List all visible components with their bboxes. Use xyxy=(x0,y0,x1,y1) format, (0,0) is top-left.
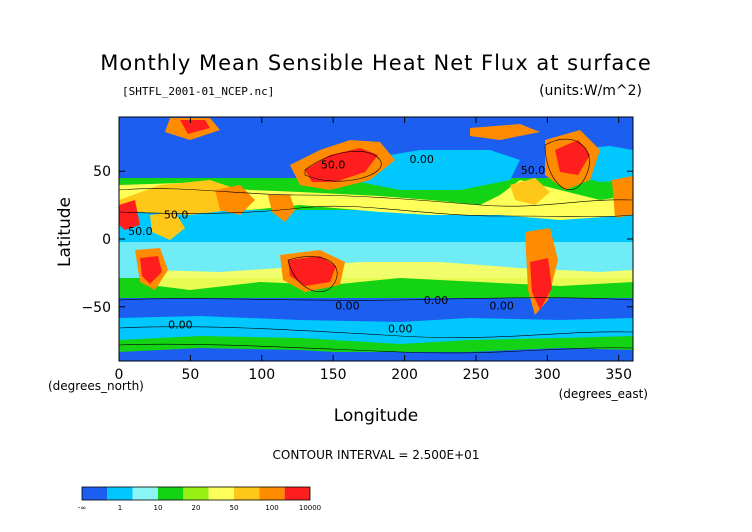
south-america-hot xyxy=(530,258,552,310)
colorbar-label: 1 xyxy=(118,504,122,512)
arctic-warm-streak xyxy=(470,124,540,140)
colorbar-label: 100 xyxy=(265,504,278,512)
contour-value-label: 0.00 xyxy=(388,323,413,336)
contour-value-label: 50.0 xyxy=(164,209,189,222)
north-subtropic-yellow xyxy=(119,180,633,220)
contour-value-label: 50.0 xyxy=(521,164,546,177)
y-axis-ticks: −50 0 50 xyxy=(81,164,633,316)
colorbar-swatch xyxy=(259,487,285,500)
contour-value-label: 50.0 xyxy=(321,159,346,172)
west-atlantic-warm xyxy=(612,176,633,218)
south-africa-hot xyxy=(140,256,162,284)
colorbar: -∞ 1 10 20 50 100 10000 xyxy=(78,486,321,512)
chart-title: Monthly Mean Sensible Heat Net Flux at s… xyxy=(100,51,652,75)
europe-hot xyxy=(180,120,210,134)
contour-value-label: 0.00 xyxy=(335,299,360,312)
colorbar-label: -∞ xyxy=(78,504,86,512)
arabia-warm xyxy=(215,185,255,215)
contour-lines xyxy=(119,138,633,354)
x-tick-label: 100 xyxy=(248,367,275,383)
colorbar-swatch xyxy=(82,487,108,500)
colorbar-label: 20 xyxy=(192,504,201,512)
central-africa-warm xyxy=(150,212,185,240)
contour-value-label: 50.0 xyxy=(128,225,153,238)
y-axis-units: (degrees_north) xyxy=(48,379,144,393)
x-tick-label: 250 xyxy=(463,367,490,383)
colorbar-frame xyxy=(81,486,311,501)
source-file-label: [SHTFL_2001-01_NCEP.nc] xyxy=(122,85,274,98)
asia-hot-core xyxy=(305,148,378,182)
contour-interval-note: CONTOUR INTERVAL = 2.500E+01 xyxy=(273,448,480,462)
x-tick-label: 150 xyxy=(320,367,347,383)
x-tick-label: 50 xyxy=(181,367,199,383)
heat-flux-field xyxy=(119,118,633,361)
contour-value-label: 0.00 xyxy=(489,299,514,312)
units-label: (units:W/m^2) xyxy=(539,83,642,99)
antarctica-blue xyxy=(119,352,633,361)
x-tick-label: 0 xyxy=(115,367,124,383)
y-axis-label: Latitude xyxy=(55,197,75,267)
y-tick-label: 0 xyxy=(102,232,111,248)
contour-value-label: 0.00 xyxy=(409,153,434,166)
colorbar-swatch xyxy=(234,487,260,500)
contour-label-layer: 50.0 50.0 50.0 50.0 0.00 0.00 0.00 0.00 0.00 0.00 xyxy=(128,153,545,335)
x-axis-units: (degrees_east) xyxy=(559,387,648,401)
west-africa-hot xyxy=(119,200,140,230)
colorbar-label: 10 xyxy=(154,504,163,512)
colorbar-swatch xyxy=(132,487,158,500)
x-axis-label: Longitude xyxy=(334,406,419,426)
colorbar-swatch xyxy=(107,487,133,500)
india-warm xyxy=(268,195,295,222)
colorbar-swatch xyxy=(208,487,234,500)
y-tick-label: −50 xyxy=(81,300,111,316)
colorbar-label: 50 xyxy=(230,504,239,512)
contour-value-label: 0.00 xyxy=(424,294,449,307)
colorbar-label: 10000 xyxy=(299,504,321,512)
colorbar-swatch xyxy=(284,487,310,500)
contour-value-label: 0.00 xyxy=(168,318,193,331)
south-subtropic-green xyxy=(119,278,633,300)
mexico-warm xyxy=(510,178,550,205)
colorbar-swatch xyxy=(158,487,184,500)
x-tick-label: 200 xyxy=(391,367,418,383)
sahara-warm xyxy=(119,180,240,215)
x-tick-label: 350 xyxy=(605,367,632,383)
x-tick-label: 300 xyxy=(534,367,561,383)
antarctic-cyan-belt xyxy=(119,316,633,344)
y-tick-label: 50 xyxy=(93,164,111,180)
north-pacific-cyan xyxy=(360,150,520,190)
australia-hot xyxy=(288,256,336,286)
x-axis-ticks: 0 50 100 150 200 250 300 350 xyxy=(115,117,632,383)
north-america-hot xyxy=(555,140,590,175)
south-subtropic-yellow xyxy=(150,262,633,290)
plot-area xyxy=(118,116,634,362)
colorbar-swatch xyxy=(183,487,209,500)
